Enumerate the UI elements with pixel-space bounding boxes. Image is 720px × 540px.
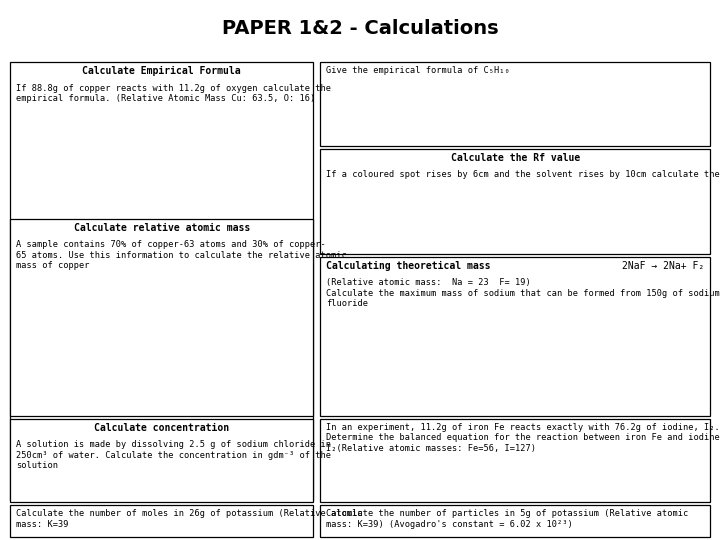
FancyBboxPatch shape xyxy=(10,219,313,416)
Text: Calculate the Rf value: Calculate the Rf value xyxy=(451,153,580,163)
Text: Calculate Empirical Formula: Calculate Empirical Formula xyxy=(82,66,241,77)
Text: 2NaF → 2Na+ F₂: 2NaF → 2Na+ F₂ xyxy=(622,261,704,271)
FancyBboxPatch shape xyxy=(320,148,710,254)
Text: Calculate concentration: Calculate concentration xyxy=(94,423,229,433)
Text: Calculate the number of particles in 5g of potassium (Relative atomic
mass: K=39: Calculate the number of particles in 5g … xyxy=(326,509,688,529)
FancyBboxPatch shape xyxy=(320,62,710,146)
Text: If a coloured spot rises by 6cm and the solvent rises by 10cm calculate the Rf v: If a coloured spot rises by 6cm and the … xyxy=(326,170,720,179)
Text: A sample contains 70% of copper-63 atoms and 30% of copper-
65 atoms. Use this i: A sample contains 70% of copper-63 atoms… xyxy=(16,240,346,270)
Text: Calculate the number of moles in 26g of potassium (Relative atomic
mass: K=39: Calculate the number of moles in 26g of … xyxy=(16,509,362,529)
FancyBboxPatch shape xyxy=(320,256,710,416)
FancyBboxPatch shape xyxy=(320,505,710,537)
Text: PAPER 1&2 - Calculations: PAPER 1&2 - Calculations xyxy=(222,19,498,38)
Text: If 88.8g of copper reacts with 11.2g of oxygen calculate the
empirical formula. : If 88.8g of copper reacts with 11.2g of … xyxy=(16,84,330,103)
Text: Calculate relative atomic mass: Calculate relative atomic mass xyxy=(73,223,250,233)
Text: Calculating theoretical mass: Calculating theoretical mass xyxy=(326,261,490,271)
Text: (Relative atomic mass:  Na = 23  F= 19)
Calculate the maximum mass of sodium tha: (Relative atomic mass: Na = 23 F= 19) Ca… xyxy=(326,278,720,308)
FancyBboxPatch shape xyxy=(10,505,313,537)
FancyBboxPatch shape xyxy=(320,418,710,502)
FancyBboxPatch shape xyxy=(10,62,313,500)
FancyBboxPatch shape xyxy=(10,418,313,502)
Text: A solution is made by dissolving 2.5 g of sodium chloride in
250cm³ of water. Ca: A solution is made by dissolving 2.5 g o… xyxy=(16,440,330,470)
Text: In an experiment, 11.2g of iron Fe reacts exactly with 76.2g of iodine, I₂.
Dete: In an experiment, 11.2g of iron Fe react… xyxy=(326,423,720,453)
Text: Give the empirical formula of C₅H₁₀: Give the empirical formula of C₅H₁₀ xyxy=(326,66,510,76)
